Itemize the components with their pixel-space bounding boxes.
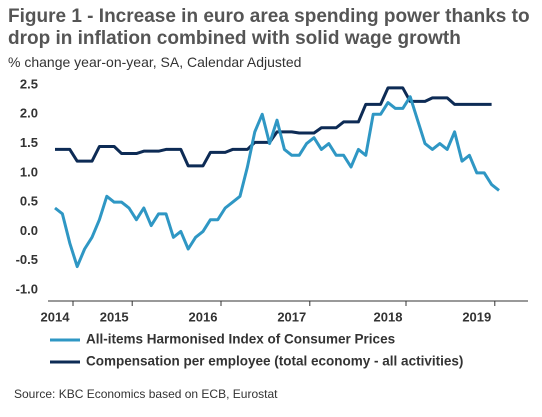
y-tick-label: 2.0 bbox=[20, 106, 38, 121]
y-tick-label: -0.5 bbox=[16, 252, 38, 267]
y-tick-label: 2.5 bbox=[20, 76, 38, 91]
x-tick-label: 2015 bbox=[100, 309, 129, 324]
y-tick-label: 1.5 bbox=[20, 135, 38, 150]
series-line bbox=[55, 86, 492, 168]
x-tick-label: 2019 bbox=[462, 309, 491, 324]
y-tick-label: 1.0 bbox=[20, 164, 38, 179]
y-tick-label: -1.0 bbox=[16, 281, 38, 296]
legend-label: Compensation per employee (total economy… bbox=[86, 354, 463, 369]
x-tick-label: 2016 bbox=[189, 309, 218, 324]
series-line bbox=[54, 95, 500, 269]
x-tick-label: 2017 bbox=[277, 309, 306, 324]
x-tick-label: 2014 bbox=[41, 309, 71, 324]
chart-title: Figure 1 - Increase in euro area spendin… bbox=[8, 6, 530, 49]
x-tick-label: 2018 bbox=[374, 309, 403, 324]
y-tick-label: 0.5 bbox=[20, 194, 38, 209]
legend-label: All-items Harmonised Index of Consumer P… bbox=[86, 332, 395, 347]
y-tick-label: 0.0 bbox=[20, 223, 38, 238]
source-note: Source: KBC Economics based on ECB, Euro… bbox=[14, 387, 278, 401]
chart-subtitle: % change year-on-year, SA, Calendar Adju… bbox=[8, 54, 302, 70]
